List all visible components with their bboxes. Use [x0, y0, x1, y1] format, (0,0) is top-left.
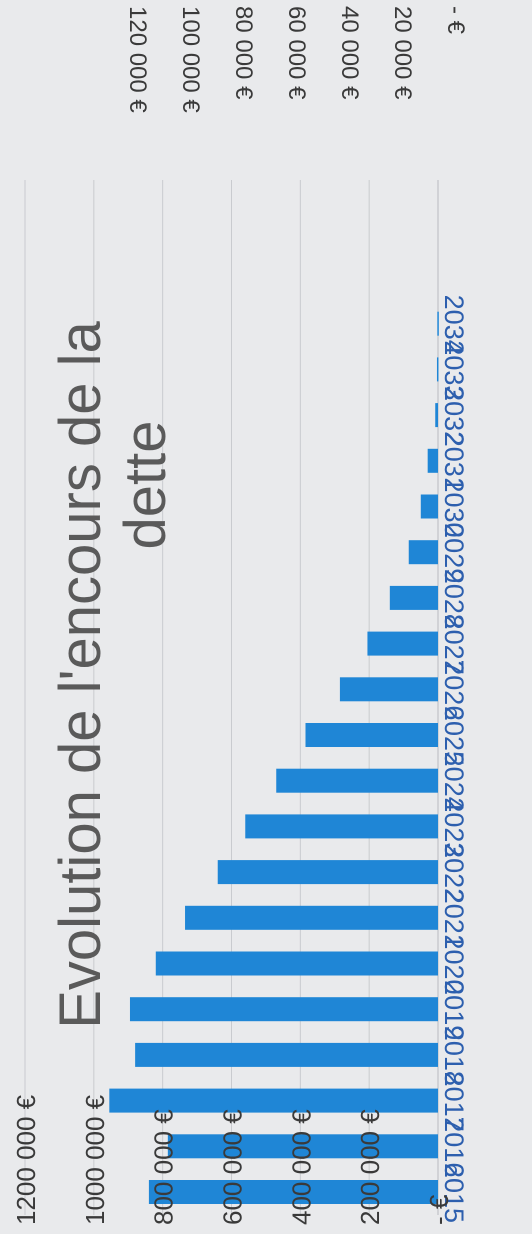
category-label-2030: 2030 [439, 477, 469, 537]
category-label-2016: 2016 [439, 1117, 469, 1177]
second-value-tick-label-6: 120 000 € [124, 6, 151, 113]
second-chart-axis-labels: - € 20 000 € 40 000 € 60 000 € 80 000 € 100 0… [124, 6, 469, 113]
category-label-2028: 2028 [439, 569, 469, 629]
bar-2032 [435, 403, 438, 428]
bar-2028 [389, 585, 438, 610]
chart-title-line-1: Evolution de l'encours de la [48, 320, 113, 1028]
second-value-tick-label-3: 60 000 € [283, 6, 310, 100]
category-label-2022: 2022 [439, 843, 469, 903]
bar-2021 [185, 905, 438, 930]
bar-2015 [148, 1180, 438, 1204]
bar-2019 [129, 997, 439, 1022]
value-tick-label-2: 400 000 € [286, 1109, 316, 1225]
category-label-2032: 2032 [439, 386, 469, 446]
bar-2016 [167, 1134, 438, 1159]
value-tick-label-6: 1200 000 € [11, 1094, 41, 1225]
bar-2027 [367, 631, 438, 656]
second-value-tick-label-5: 100 000 € [177, 6, 204, 113]
category-label-2025: 2025 [439, 706, 469, 766]
category-label-2019: 2019 [439, 980, 469, 1040]
bar-2033 [436, 357, 439, 382]
category-label-2021: 2021 [439, 889, 469, 949]
bar-2029 [408, 540, 438, 565]
bars [109, 311, 439, 1204]
category-label-2029: 2029 [439, 523, 469, 583]
value-tick-label-1: 200 000 € [355, 1109, 385, 1225]
bar-2024 [276, 768, 438, 793]
category-label-2018: 2018 [439, 1026, 469, 1086]
second-value-tick-label-0: - € [442, 6, 469, 35]
chart-title-line-2: dette [113, 421, 178, 550]
second-value-tick-label-2: 40 000 € [336, 6, 363, 100]
bar-2025 [305, 723, 438, 747]
value-axis-labels: - € 200 000 € 400 000 € 600 000 € 800 000 € 1… [11, 1094, 454, 1225]
category-labels: 2015201620172018201920202021202220232024… [439, 295, 469, 1223]
category-label-2033: 2033 [439, 340, 469, 400]
category-label-2027: 2027 [439, 615, 469, 675]
bar-2018 [135, 1042, 438, 1067]
bar-2022 [217, 860, 438, 885]
bar-2034 [437, 311, 439, 336]
category-label-2015: 2015 [439, 1163, 469, 1223]
bar-2020 [155, 951, 439, 976]
value-tick-label-5: 1000 000 € [80, 1094, 110, 1225]
second-value-tick-label-4: 80 000 € [230, 6, 257, 100]
bar-2026 [339, 677, 438, 702]
category-label-2024: 2024 [439, 752, 469, 812]
category-label-2023: 2023 [439, 797, 469, 857]
category-label-2034: 2034 [439, 295, 469, 355]
value-tick-label-3: 600 000 € [218, 1109, 248, 1225]
bar-2031 [427, 448, 438, 473]
category-label-2031: 2031 [439, 432, 469, 492]
category-label-2020: 2020 [439, 934, 469, 994]
category-label-2026: 2026 [439, 660, 469, 720]
second-value-tick-label-1: 20 000 € [389, 6, 416, 100]
value-tick-label-0: - € [424, 1194, 454, 1225]
category-label-2017: 2017 [439, 1072, 469, 1132]
value-tick-label-4: 800 000 € [149, 1109, 179, 1225]
bar-2023 [245, 814, 438, 839]
bar-2017 [109, 1088, 438, 1113]
bar-2030 [420, 494, 438, 519]
